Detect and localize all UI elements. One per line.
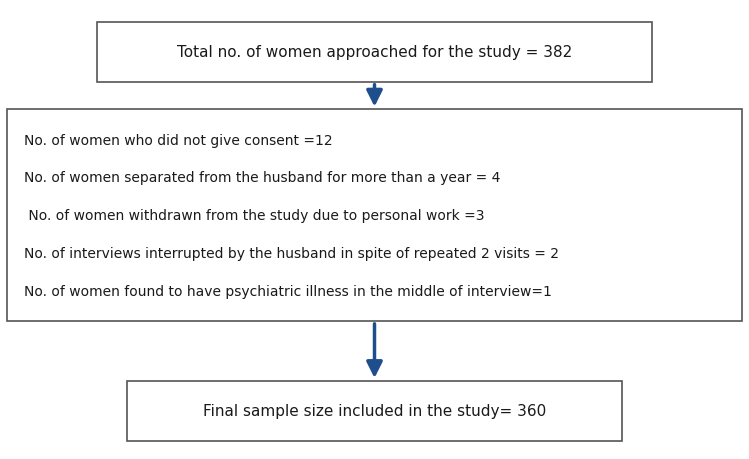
- Text: Total no. of women approached for the study = 382: Total no. of women approached for the st…: [177, 45, 572, 60]
- Text: No. of women who did not give consent =12: No. of women who did not give consent =1…: [24, 134, 333, 147]
- FancyBboxPatch shape: [127, 381, 622, 441]
- FancyBboxPatch shape: [7, 110, 742, 321]
- Text: No. of interviews interrupted by the husband in spite of repeated 2 visits = 2: No. of interviews interrupted by the hus…: [24, 246, 559, 260]
- FancyBboxPatch shape: [97, 23, 652, 83]
- Text: Final sample size included in the study= 360: Final sample size included in the study=…: [203, 403, 546, 418]
- Text: No. of women separated from the husband for more than a year = 4: No. of women separated from the husband …: [24, 171, 500, 185]
- Text: No. of women found to have psychiatric illness in the middle of interview=1: No. of women found to have psychiatric i…: [24, 284, 552, 298]
- Text: No. of women withdrawn from the study due to personal work =3: No. of women withdrawn from the study du…: [24, 209, 485, 223]
